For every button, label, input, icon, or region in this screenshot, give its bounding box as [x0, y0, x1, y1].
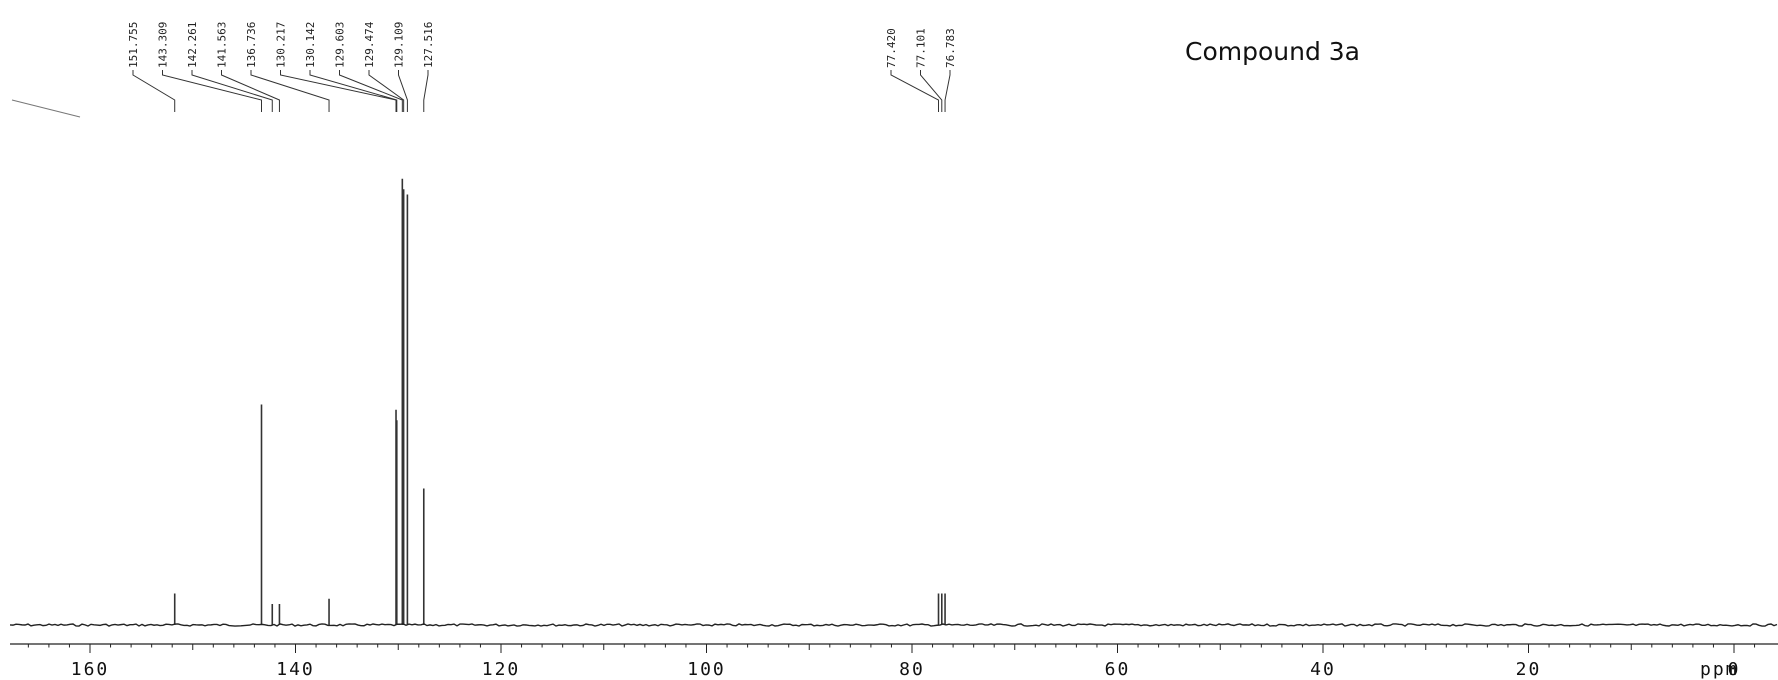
x-tick-label-140: 140 [276, 659, 315, 680]
x-tick-label-40: 40 [1310, 659, 1336, 680]
peak-label-leader-10 [423, 70, 429, 112]
peak-label-2: 142.261 [186, 22, 199, 68]
x-tick-label-20: 20 [1516, 659, 1542, 680]
peak-label-11: 77.420 [885, 28, 898, 68]
x-axis-tick-labels: 160 140 120 100 80 60 40 20 0 [71, 659, 1741, 680]
peak-label-0: 151.755 [127, 22, 140, 68]
x-tick-label-0: 0 [1728, 659, 1741, 680]
peak-label-10: 127.516 [422, 22, 435, 68]
peak-label-7: 129.603 [334, 22, 347, 68]
peak-labels: 151.755 143.309 142.261 141.563 136.736 130.2… [127, 21, 957, 68]
peak-label-leader-12 [920, 70, 943, 112]
peak-label-leader-4 [250, 70, 330, 112]
x-tick-label-80: 80 [899, 659, 925, 680]
peak-label-4: 136.736 [245, 22, 258, 68]
peak-label-leader-6 [309, 70, 398, 112]
peak-label-9: 129.109 [393, 22, 406, 68]
peak-label-leaders [132, 70, 951, 112]
x-axis-ticks [27, 644, 1756, 653]
peak-label-6: 130.142 [304, 22, 317, 68]
x-tick-label-120: 120 [482, 659, 521, 680]
peak-label-leader-11 [890, 70, 940, 112]
peak-label-13: 76.783 [944, 28, 957, 68]
stray-line [11, 99, 81, 118]
peak-label-5: 130.217 [275, 22, 288, 68]
peak-label-leader-0 [132, 70, 176, 112]
spectrum-baseline [9, 623, 1778, 627]
peak-lines [173, 178, 946, 625]
x-tick-label-100: 100 [687, 659, 726, 680]
peak-label-3: 141.563 [216, 22, 229, 68]
chart-title: Compound 3a [1185, 37, 1360, 66]
peak-label-leader-3 [221, 70, 280, 112]
peak-label-8: 129.474 [363, 21, 376, 68]
peak-label-leader-9 [398, 70, 408, 112]
x-tick-label-60: 60 [1105, 659, 1131, 680]
x-tick-label-160: 160 [71, 659, 110, 680]
peak-label-leader-8 [368, 70, 405, 112]
peak-label-leader-5 [280, 70, 397, 112]
peak-label-leader-7 [339, 70, 403, 112]
peak-label-12: 77.101 [915, 28, 928, 68]
x-axis-label: ppm [1700, 659, 1739, 680]
peak-label-leader-2 [191, 70, 273, 112]
peak-label-1: 143.309 [157, 22, 170, 68]
peak-label-leader-13 [944, 70, 951, 112]
peak-label-leader-1 [162, 70, 263, 112]
